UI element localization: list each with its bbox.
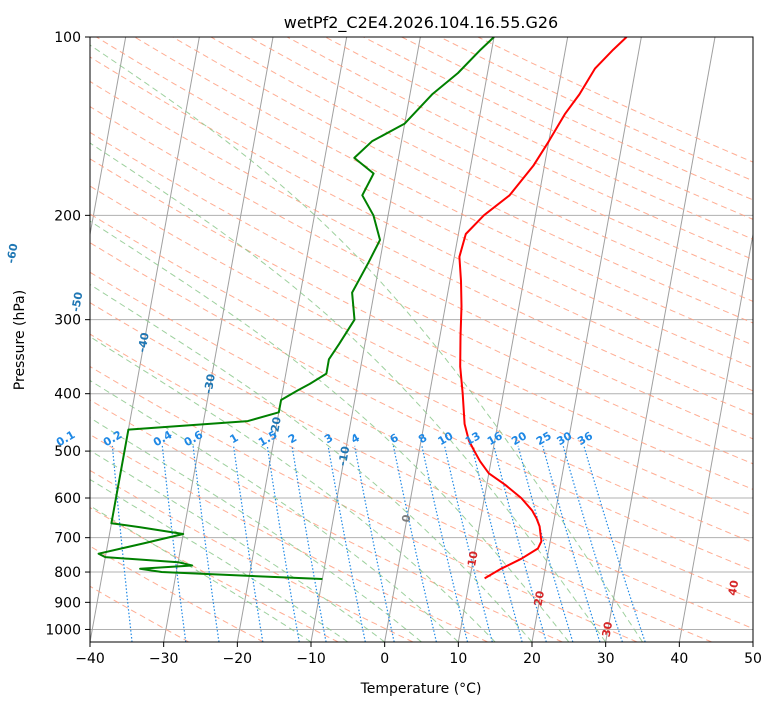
isotherm-label: 40 — [726, 579, 742, 597]
mixing-ratio-line — [583, 445, 646, 642]
dry-adiabat — [90, 242, 753, 571]
isotherm — [90, 37, 127, 238]
dry-adiabat — [90, 213, 753, 544]
mixing-ratio-line — [392, 445, 437, 642]
x-tick-label: −40 — [75, 651, 105, 667]
isotherm-label: -50 — [69, 291, 85, 313]
chart-title: wetPf2_C2E4.2026.104.16.55.G26 — [284, 13, 558, 33]
y-tick-label: 500 — [54, 444, 81, 460]
dry-adiabat — [90, 365, 638, 642]
y-tick-label: 1000 — [45, 622, 81, 638]
mixing-ratio-line — [517, 445, 574, 642]
mixing-ratio-line — [354, 445, 395, 642]
isotherm-label: -20 — [268, 415, 284, 437]
mixing-ratio-line — [233, 445, 264, 642]
isotherm — [236, 37, 348, 642]
x-tick-label: 10 — [449, 651, 467, 667]
mixing-ratio-line — [542, 445, 601, 642]
mixing-ratio-line — [327, 445, 366, 642]
moist-adiabat — [90, 336, 496, 642]
isotherm-label: 0 — [399, 513, 413, 523]
dewpoint-line — [97, 37, 495, 580]
isotherm-label: -30 — [202, 373, 218, 395]
mixing-ratio-line — [421, 445, 469, 642]
moist-adiabat — [90, 478, 349, 642]
isotherm — [531, 37, 642, 642]
y-tick-label: 100 — [54, 30, 81, 46]
moist-adiabat — [90, 220, 570, 642]
y-tick-label: 900 — [54, 595, 81, 611]
dry-adiabat — [210, 37, 753, 302]
y-tick-label: 600 — [54, 491, 81, 507]
isotherm — [678, 231, 753, 642]
isotherm — [90, 37, 200, 642]
mixing-ratio-line — [192, 445, 220, 642]
mixing-ratio-line — [444, 445, 493, 642]
dry-adiabat — [90, 106, 753, 440]
mixing-ratio-line — [562, 445, 623, 642]
y-axis-label: Pressure (hPa) — [12, 290, 28, 390]
dry-adiabat — [90, 158, 753, 490]
moist-adiabats — [90, 44, 643, 642]
x-tick-label: −10 — [296, 651, 326, 667]
axis-ticks: −40 −30 −20 −10 0 10 20 30 40 5010020030040050060… — [45, 30, 762, 667]
mixing-ratio-lines — [111, 445, 646, 642]
isotherm-label: -10 — [336, 445, 352, 467]
temperature-line — [458, 37, 628, 580]
x-tick-label: 50 — [744, 651, 762, 667]
moist-adiabat — [90, 142, 607, 642]
isotherm-label: -60 — [4, 242, 20, 264]
dry-adiabat — [90, 131, 753, 465]
dry-adiabat — [90, 302, 753, 630]
y-tick-label: 700 — [54, 531, 81, 547]
x-axis-label: Temperature (°C) — [360, 681, 482, 697]
isobar-grid — [90, 37, 753, 630]
mixing-ratio-line — [471, 445, 523, 642]
x-tick-label: 0 — [380, 651, 389, 667]
mixing-ratio-line — [266, 445, 300, 642]
y-tick-label: 300 — [54, 313, 81, 329]
x-tick-label: −30 — [149, 651, 179, 667]
x-tick-label: 40 — [670, 651, 688, 667]
x-tick-label: 30 — [597, 651, 615, 667]
isotherm — [163, 37, 274, 642]
isotherm-label: 10 — [465, 550, 481, 568]
plot-frame — [89, 36, 754, 643]
moist-adiabat — [90, 44, 643, 642]
profile-series — [97, 37, 628, 580]
mixing-ratio-line — [493, 445, 547, 642]
y-tick-label: 800 — [54, 565, 81, 581]
isotherm-label: 20 — [532, 589, 548, 607]
dry-adiabat — [96, 37, 753, 369]
isotherm-label: 30 — [600, 620, 616, 638]
isotherm-label: -40 — [135, 331, 151, 353]
dry-adiabat — [90, 434, 488, 642]
y-tick-label: 200 — [54, 208, 81, 224]
moist-adiabat — [90, 449, 385, 642]
x-tick-label: −20 — [223, 651, 253, 667]
dry-adiabat — [90, 399, 563, 642]
x-tick-label: 20 — [523, 651, 541, 667]
isotherm — [384, 37, 495, 642]
mixing-ratio-line — [291, 445, 327, 642]
moist-adiabat — [90, 379, 459, 642]
isotherm — [457, 37, 569, 642]
dry-adiabat — [90, 333, 712, 642]
y-tick-label: 400 — [54, 387, 81, 403]
dry-adiabat — [90, 56, 753, 392]
